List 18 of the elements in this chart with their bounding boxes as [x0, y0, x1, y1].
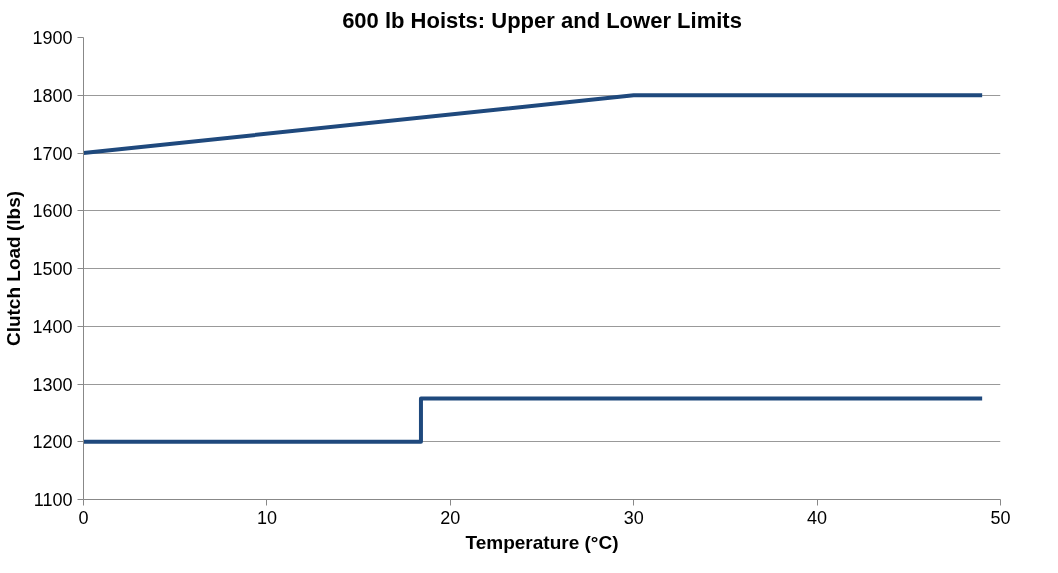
x-tick-label: 10	[256, 507, 277, 528]
y-tick-label: 1600	[32, 201, 73, 222]
y-tick-label: 1400	[32, 316, 73, 337]
y-tick-label: 1800	[32, 85, 73, 106]
y-tick-label: 1700	[32, 143, 73, 164]
chart-title: 600 lb Hoists: Upper and Lower Limits	[342, 7, 742, 33]
x-tick-label: 20	[440, 507, 461, 528]
x-tick-label: 40	[807, 507, 828, 528]
y-tick-label: 1100	[33, 490, 73, 510]
x-tick-label: 0	[78, 507, 89, 528]
x-tick-label: 30	[623, 507, 644, 528]
y-tick-label: 1500	[32, 259, 73, 279]
y-tick-label: 1900	[32, 28, 73, 48]
y-tick-label: 1200	[32, 432, 73, 453]
x-tick-label: 50	[990, 507, 1011, 528]
y-tick-label: 1300	[32, 374, 73, 395]
x-axis-title: Temperature (°C)	[465, 531, 619, 553]
y-axis-title: Clutch Load (lbs)	[3, 190, 25, 347]
